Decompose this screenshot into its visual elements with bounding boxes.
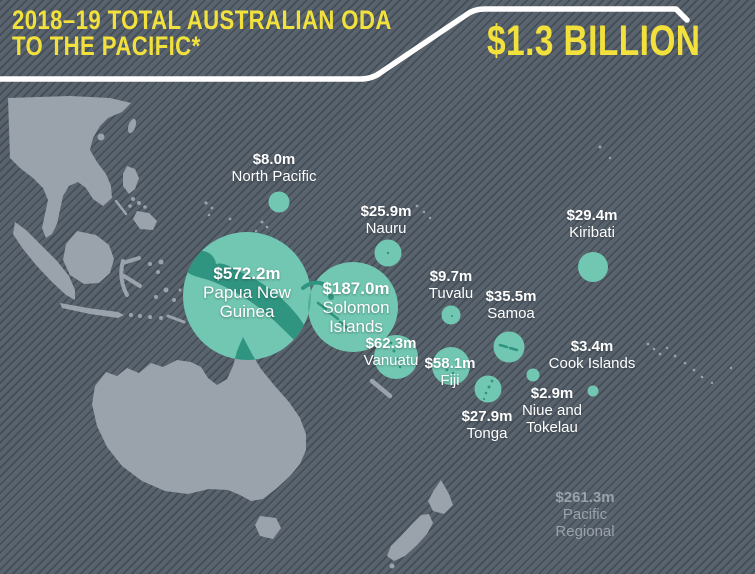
land-fiji-islands xyxy=(445,368,455,375)
bubble-vanuatu xyxy=(374,335,418,379)
land-mindanao xyxy=(133,211,157,230)
label-tuvalu: $9.7m Tuvalu xyxy=(428,268,474,302)
header-total-amount: $1.3 BILLION xyxy=(487,17,701,65)
label-pacific-regional: $261.3m Pacific Regional xyxy=(555,489,615,540)
header-title-line1: 2018–19 TOTAL AUSTRALIAN ODA xyxy=(12,5,392,35)
land-hainan xyxy=(97,133,105,141)
label-niue-tokelau: $2.9m Niue and Tokelau xyxy=(521,385,583,436)
land-vanuatu-islands xyxy=(389,341,402,369)
label-kiribati: $29.4m Kiribati xyxy=(566,207,618,241)
land-solomon-chain xyxy=(316,301,350,331)
bubble-niue-tokelau xyxy=(587,385,599,397)
header-swoosh-line xyxy=(0,6,690,82)
land-nauru-island xyxy=(386,251,390,255)
island-marks-on-bubbles xyxy=(301,251,519,401)
land-tuvalu-island xyxy=(451,315,453,317)
label-solomon-islands: $187.0m Solomon Islands xyxy=(322,279,390,336)
bubble-tonga xyxy=(474,375,502,403)
bubble-north-pacific xyxy=(268,191,290,213)
landmasses xyxy=(8,96,733,569)
land-borneo xyxy=(63,231,114,284)
land-visayas xyxy=(128,197,147,209)
land-new-britain xyxy=(301,280,325,290)
label-cook-islands: $3.4m Cook Islands xyxy=(548,338,636,372)
land-new-zealand-south xyxy=(387,514,433,561)
land-new-guinea xyxy=(185,250,311,348)
label-fiji: $58.1m Fiji xyxy=(424,355,476,389)
land-sulawesi xyxy=(119,256,142,297)
label-papua-new-guinea: $572.2m Papua New Guinea xyxy=(203,264,291,321)
header-title-line2: TO THE PACIFIC* xyxy=(12,31,201,61)
land-samoa-islands xyxy=(498,343,519,352)
land-southeast-asia xyxy=(8,96,131,238)
label-tonga: $27.9m Tonga xyxy=(461,408,513,442)
label-nauru: $25.9m Nauru xyxy=(360,203,412,237)
land-bougainville xyxy=(328,294,334,300)
land-maluku-islands xyxy=(148,259,182,302)
land-under-png-bubble xyxy=(183,250,311,360)
bubble-samoa xyxy=(493,331,525,363)
bubble-kiribati xyxy=(578,252,608,282)
land-australia xyxy=(92,337,306,501)
bubble-tuvalu xyxy=(441,305,461,325)
ocean-island-specks xyxy=(204,145,733,385)
header-title: 2018–19 TOTAL AUSTRALIAN ODA TO THE PACI… xyxy=(12,5,392,61)
land-taiwan xyxy=(127,118,137,134)
land-new-zealand-north xyxy=(428,480,453,514)
land-sumatra xyxy=(13,222,75,300)
bubble-fiji xyxy=(432,347,470,385)
land-luzon xyxy=(123,166,139,194)
label-north-pacific: $8.0m North Pacific xyxy=(231,151,317,185)
land-palawan xyxy=(114,199,128,216)
land-tonga-islands xyxy=(482,379,494,401)
bubble-solomon-islands xyxy=(308,262,398,352)
land-new-caledonia xyxy=(369,378,393,399)
label-vanuatu: $62.3m Vanuatu xyxy=(363,335,419,369)
land-tasmania xyxy=(255,516,281,539)
land-java xyxy=(60,303,124,318)
bubble-cook-islands xyxy=(526,368,540,382)
land-lesser-sunda xyxy=(129,313,186,324)
label-samoa: $35.5m Samoa xyxy=(485,288,537,322)
land-stewart-island xyxy=(389,563,395,569)
